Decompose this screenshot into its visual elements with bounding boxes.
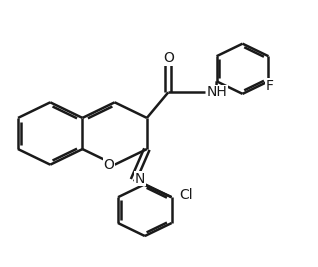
Text: O: O bbox=[163, 51, 174, 65]
Text: Cl: Cl bbox=[179, 187, 193, 202]
Text: N: N bbox=[135, 171, 145, 186]
Text: O: O bbox=[104, 158, 114, 172]
Text: F: F bbox=[266, 79, 274, 93]
Text: NH: NH bbox=[207, 85, 228, 99]
